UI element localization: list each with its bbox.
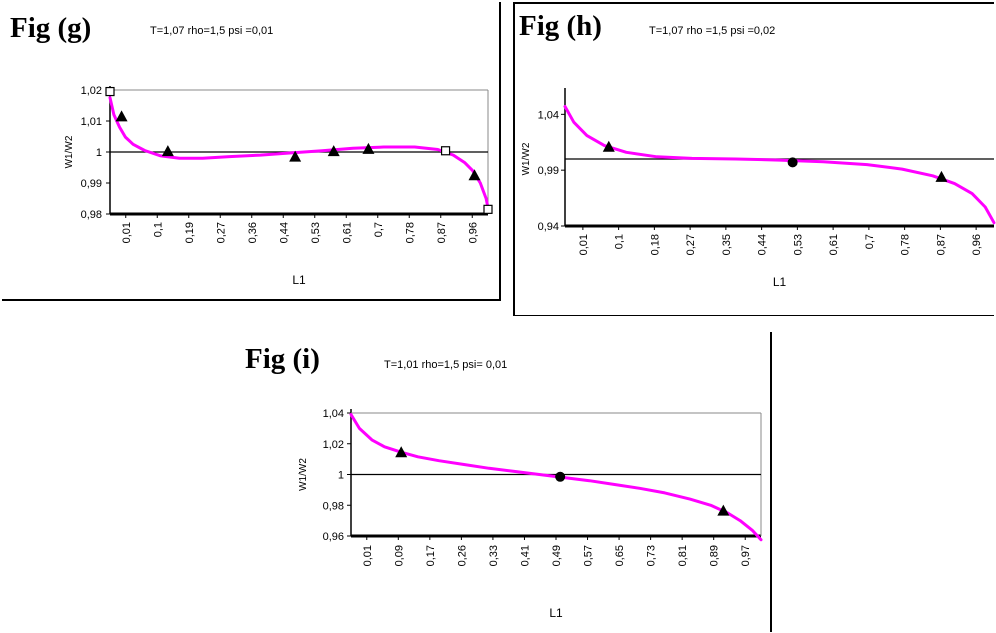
x-tick-label-h-1: 0,1 (614, 234, 626, 249)
x-tick-label-i-8: 0,65 (614, 545, 626, 566)
chart-panel-g: Fig (g) T=1,07 rho=1,5 psi =0,01 1,02 1,0… (2, 2, 501, 301)
x-tick-label-h-6: 0,53 (792, 234, 804, 255)
x-tick-label-g-5: 0,44 (278, 222, 290, 243)
x-tick-label-g-8: 0,7 (373, 222, 385, 237)
params-text-g: T=1,07 rho=1,5 psi =0,01 (150, 25, 274, 37)
x-tick-label-g-9: 0,78 (404, 222, 416, 243)
x-tick-label-i-1: 0,09 (393, 545, 405, 566)
marker-g-6 (440, 146, 451, 156)
x-tick-label-i-10: 0,81 (677, 545, 689, 566)
marker-h-0 (602, 140, 615, 152)
marker-g-3 (289, 150, 302, 162)
marker-i-0 (395, 446, 408, 458)
marker-g-0 (105, 86, 115, 97)
fig-label-h: Fig (h) (519, 10, 602, 42)
chart-svg-g: 1,02 1,01 1 0,99 0,98 0,01 0,1 0,19 0,27 0,36 0,44… (64, 85, 493, 287)
x-tick-label-h-7: 0,61 (828, 234, 840, 255)
x-tick-label-h-3: 0,27 (685, 234, 697, 255)
x-tick-label-g-3: 0,27 (215, 222, 227, 243)
marker-i-2 (717, 504, 730, 516)
y-tick-label-i-0: 1,04 (323, 408, 344, 420)
x-tick-label-i-7: 0,57 (583, 545, 595, 566)
series-line-i-0 (349, 413, 763, 542)
x-axis-title-h: L1 (773, 275, 787, 289)
x-tick-label-i-5: 0,41 (519, 545, 531, 566)
y-tick-label-i-2: 1 (338, 470, 344, 482)
x-tick-label-g-0: 0,01 (121, 222, 133, 243)
x-axis-title-g: L1 (292, 273, 306, 287)
fig-label-g: Fig (g) (10, 12, 92, 44)
y-tick-label-i-4: 0,96 (323, 531, 344, 543)
x-tick-label-i-0: 0,01 (362, 545, 374, 566)
x-tick-label-g-6: 0,53 (310, 222, 322, 243)
y-tick-label-h-1: 0,99 (538, 165, 559, 177)
y-tick-label-g-4: 0,98 (81, 209, 102, 221)
x-tick-label-i-4: 0,33 (488, 545, 500, 566)
x-tick-label-i-2: 0,17 (425, 545, 437, 566)
x-tick-label-g-7: 0,61 (341, 222, 353, 243)
chart-svg-i: 1,04 1,02 1 0,98 0,96 0,01 0,09 0,17 0,26 0,33 0,4… (298, 408, 763, 620)
x-tick-label-h-11: 0,96 (971, 234, 983, 255)
x-tick-label-i-11: 0,89 (709, 545, 721, 566)
x-tick-label-g-10: 0,87 (436, 222, 448, 243)
x-tick-label-i-12: 0,97 (740, 545, 752, 566)
series-line-h-0 (563, 105, 996, 225)
marker-g-8 (483, 204, 493, 214)
y-tick-label-g-2: 1 (96, 147, 102, 159)
x-tick-label-g-1: 0,1 (152, 222, 164, 237)
series-line-g-0 (108, 96, 490, 210)
x-tick-label-i-9: 0,73 (646, 545, 658, 566)
x-tick-label-h-10: 0,87 (935, 234, 947, 255)
params-text-h: T=1,07 rho =1,5 psi =0,02 (649, 25, 776, 37)
x-tick-label-h-5: 0,44 (757, 234, 769, 255)
chart-panel-i: Fig (i) T=1,01 rho=1,5 psi= 0,01 1,04 1,0… (245, 332, 772, 632)
marker-g-5 (362, 142, 375, 154)
y-tick-label-i-1: 1,02 (323, 439, 344, 451)
x-tick-label-h-4: 0,35 (721, 234, 733, 255)
x-tick-label-h-9: 0,78 (900, 234, 912, 255)
x-tick-label-i-3: 0,26 (456, 545, 468, 566)
marker-i-1 (555, 471, 566, 482)
x-axis-title-i: L1 (549, 606, 563, 620)
x-tick-label-h-2: 0,18 (649, 234, 661, 255)
y-tick-label-g-3: 0,99 (81, 178, 102, 190)
y-axis-title-i: W1/W2 (298, 458, 309, 491)
x-tick-label-i-6: 0,49 (551, 545, 563, 566)
y-tick-label-i-3: 0,98 (323, 500, 344, 512)
y-tick-label-g-0: 1,02 (81, 85, 102, 97)
chart-svg-h: 1,04 0,99 0,94 0,01 0,1 0,18 0,27 0,35 0,44 0,53 0… (521, 88, 996, 289)
marker-g-1 (115, 110, 128, 122)
y-tick-label-h-2: 0,94 (538, 221, 559, 233)
marker-g-2 (161, 145, 174, 157)
params-text-i: T=1,01 rho=1,5 psi= 0,01 (384, 359, 508, 371)
y-tick-label-g-1: 1,01 (81, 116, 102, 128)
marker-h-2 (935, 170, 948, 182)
x-tick-label-h-0: 0,01 (578, 234, 590, 255)
x-tick-label-h-8: 0,7 (864, 234, 876, 249)
y-axis-title-h: W1/W2 (521, 142, 532, 175)
fig-label-i: Fig (i) (245, 343, 320, 375)
chart-panel-h: Fig (h) T=1,07 rho =1,5 psi =0,02 1,04 0,… (513, 2, 996, 316)
marker-g-7 (468, 169, 481, 181)
x-tick-label-g-2: 0,19 (184, 222, 196, 243)
marker-g-4 (327, 145, 340, 157)
y-axis-title-g: W1/W2 (64, 135, 75, 168)
marker-h-1 (787, 157, 798, 168)
x-tick-label-g-11: 0,96 (467, 222, 479, 243)
y-tick-label-h-0: 1,04 (538, 109, 559, 121)
x-tick-label-g-4: 0,36 (247, 222, 259, 243)
